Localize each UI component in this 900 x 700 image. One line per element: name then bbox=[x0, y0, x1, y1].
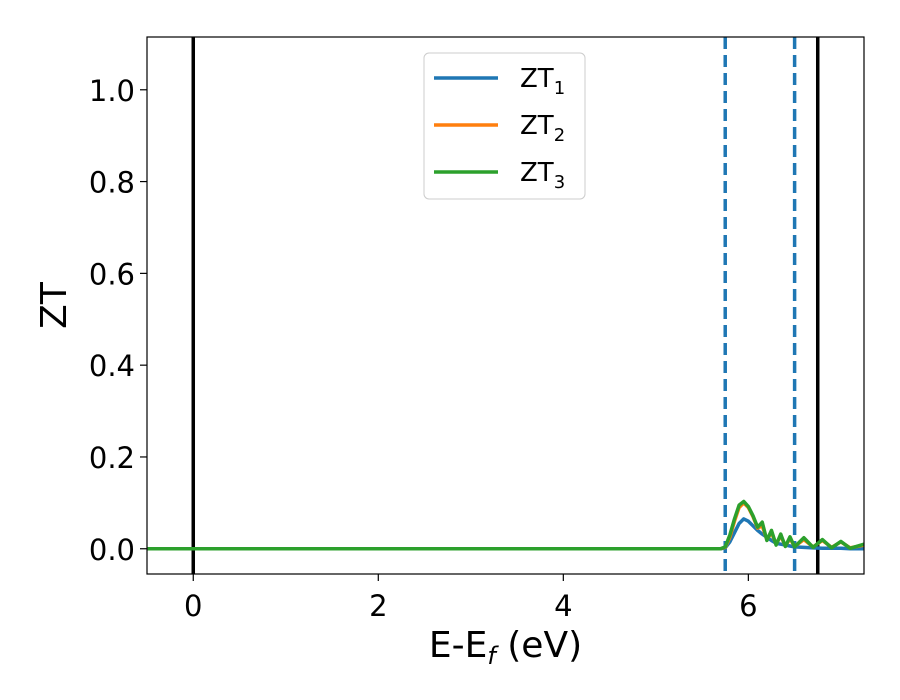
y-tick-label: 0.0 bbox=[89, 533, 135, 567]
legend-label-zt3: ZT3 bbox=[520, 158, 565, 193]
series-line-zt3 bbox=[147, 499, 864, 551]
x-axis-label: E-Ef (eV) bbox=[429, 625, 582, 670]
x-axis-label-main: E-E bbox=[429, 625, 487, 666]
legend-label-zt2: ZT2 bbox=[520, 111, 565, 146]
series-line-zt1 bbox=[147, 517, 864, 551]
legend-box bbox=[423, 52, 586, 200]
y-axis-label: ZT bbox=[34, 281, 75, 329]
y-tick-label: 1.0 bbox=[89, 74, 135, 108]
x-tick-label: 2 bbox=[369, 589, 387, 623]
y-tick-label: 0.4 bbox=[89, 349, 135, 383]
y-tick-label: 0.6 bbox=[89, 257, 135, 291]
x-tick-label: 6 bbox=[739, 589, 757, 623]
x-tick-label: 4 bbox=[554, 589, 572, 623]
legend: ZT1 ZT2 ZT3 bbox=[423, 52, 586, 200]
axes: 0 2 4 6 0.0 0.2 0.4 0.6 0.8 1.0 bbox=[89, 36, 865, 623]
legend-label-zt1: ZT1 bbox=[520, 64, 565, 99]
x-tick-label: 0 bbox=[184, 589, 202, 623]
axes-frame bbox=[146, 36, 865, 575]
y-tick-label: 0.8 bbox=[89, 166, 135, 200]
plot-area bbox=[147, 37, 864, 574]
y-tick-label: 0.2 bbox=[89, 441, 135, 475]
x-axis-label-unit: (eV) bbox=[496, 625, 582, 666]
